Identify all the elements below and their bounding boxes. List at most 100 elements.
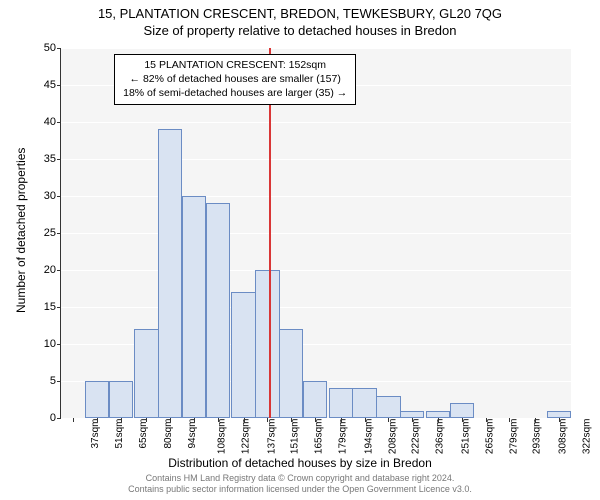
bar xyxy=(85,381,109,418)
x-tick-label: 80sqm xyxy=(163,419,174,449)
x-tick xyxy=(388,418,389,422)
bar xyxy=(400,411,424,418)
x-tick-label: 51sqm xyxy=(114,419,125,449)
y-tick xyxy=(57,418,61,419)
footer: Contains HM Land Registry data © Crown c… xyxy=(0,473,600,496)
chart-container: 15, PLANTATION CRESCENT, BREDON, TEWKESB… xyxy=(0,0,600,500)
x-tick-label: 94sqm xyxy=(187,419,198,449)
chart-subtitle: Size of property relative to detached ho… xyxy=(0,21,600,38)
x-tick xyxy=(509,418,510,422)
bar xyxy=(206,203,230,418)
x-tick-label: 236sqm xyxy=(435,419,446,455)
bar xyxy=(109,381,133,418)
y-tick-label: 35 xyxy=(26,153,56,165)
annotation-line3: 18% of semi-detached houses are larger (… xyxy=(123,86,347,100)
x-tick-label: 251sqm xyxy=(460,419,471,455)
x-tick-label: 322sqm xyxy=(581,419,592,455)
x-tick-label: 179sqm xyxy=(338,419,349,455)
bar xyxy=(547,411,571,418)
plot-area: 37sqm51sqm65sqm80sqm94sqm108sqm122sqm137… xyxy=(60,48,571,419)
y-tick-label: 30 xyxy=(26,190,56,202)
bar xyxy=(376,396,400,418)
bar xyxy=(158,129,182,418)
x-tick-label: 194sqm xyxy=(363,419,374,455)
y-tick xyxy=(57,85,61,86)
bar xyxy=(255,270,279,418)
y-tick xyxy=(57,307,61,308)
x-tick-label: 308sqm xyxy=(558,419,569,455)
x-tick xyxy=(291,418,292,422)
x-tick xyxy=(121,418,122,422)
x-tick xyxy=(559,418,560,422)
x-tick xyxy=(170,418,171,422)
gridline xyxy=(61,48,571,49)
x-tick-label: 265sqm xyxy=(484,419,495,455)
x-tick-label: 108sqm xyxy=(217,419,228,455)
annotation-box: 15 PLANTATION CRESCENT: 152sqm ← 82% of … xyxy=(114,54,356,105)
y-tick-label: 5 xyxy=(26,375,56,387)
bar xyxy=(426,411,450,418)
gridline xyxy=(61,159,571,160)
annotation-line1: 15 PLANTATION CRESCENT: 152sqm xyxy=(123,58,347,72)
footer-line2: Contains public sector information licen… xyxy=(0,484,600,496)
y-tick-label: 0 xyxy=(26,412,56,424)
x-tick-label: 222sqm xyxy=(411,419,422,455)
y-tick-label: 50 xyxy=(26,42,56,54)
y-tick xyxy=(57,122,61,123)
annotation-line2: ← 82% of detached houses are smaller (15… xyxy=(123,72,347,86)
x-tick xyxy=(244,418,245,422)
x-tick xyxy=(73,418,74,422)
x-tick-label: 208sqm xyxy=(387,419,398,455)
x-tick xyxy=(315,418,316,422)
bar xyxy=(352,388,376,418)
x-tick xyxy=(438,418,439,422)
bar xyxy=(303,381,327,418)
gridline xyxy=(61,270,571,271)
x-tick xyxy=(486,418,487,422)
y-tick-label: 40 xyxy=(26,116,56,128)
gridline xyxy=(61,122,571,123)
x-tick-label: 137sqm xyxy=(266,419,277,455)
y-tick xyxy=(57,344,61,345)
x-tick xyxy=(412,418,413,422)
bar xyxy=(134,329,158,418)
x-tick xyxy=(218,418,219,422)
x-tick-label: 65sqm xyxy=(138,419,149,449)
x-tick xyxy=(267,418,268,422)
x-tick-label: 279sqm xyxy=(508,419,519,455)
bar xyxy=(450,403,474,418)
x-tick-label: 293sqm xyxy=(532,419,543,455)
y-tick-label: 20 xyxy=(26,264,56,276)
y-tick-label: 10 xyxy=(26,338,56,350)
bar xyxy=(329,388,353,418)
y-tick-label: 45 xyxy=(26,79,56,91)
y-tick xyxy=(57,233,61,234)
x-tick-label: 165sqm xyxy=(314,419,325,455)
x-tick xyxy=(462,418,463,422)
x-tick-label: 37sqm xyxy=(90,419,101,449)
y-tick xyxy=(57,270,61,271)
x-axis-label: Distribution of detached houses by size … xyxy=(0,456,600,470)
y-tick xyxy=(57,196,61,197)
x-tick xyxy=(365,418,366,422)
x-tick xyxy=(194,418,195,422)
x-tick xyxy=(341,418,342,422)
x-tick-label: 151sqm xyxy=(290,419,301,455)
gridline xyxy=(61,233,571,234)
bar xyxy=(279,329,303,418)
x-tick xyxy=(97,418,98,422)
x-tick-label: 122sqm xyxy=(241,419,252,455)
chart-title: 15, PLANTATION CRESCENT, BREDON, TEWKESB… xyxy=(0,0,600,21)
bar xyxy=(231,292,255,418)
y-tick-label: 25 xyxy=(26,227,56,239)
y-tick xyxy=(57,381,61,382)
y-tick-label: 15 xyxy=(26,301,56,313)
y-tick xyxy=(57,159,61,160)
x-tick xyxy=(146,418,147,422)
y-tick xyxy=(57,48,61,49)
footer-line1: Contains HM Land Registry data © Crown c… xyxy=(0,473,600,485)
bar xyxy=(182,196,206,418)
x-tick xyxy=(535,418,536,422)
gridline xyxy=(61,196,571,197)
gridline xyxy=(61,307,571,308)
